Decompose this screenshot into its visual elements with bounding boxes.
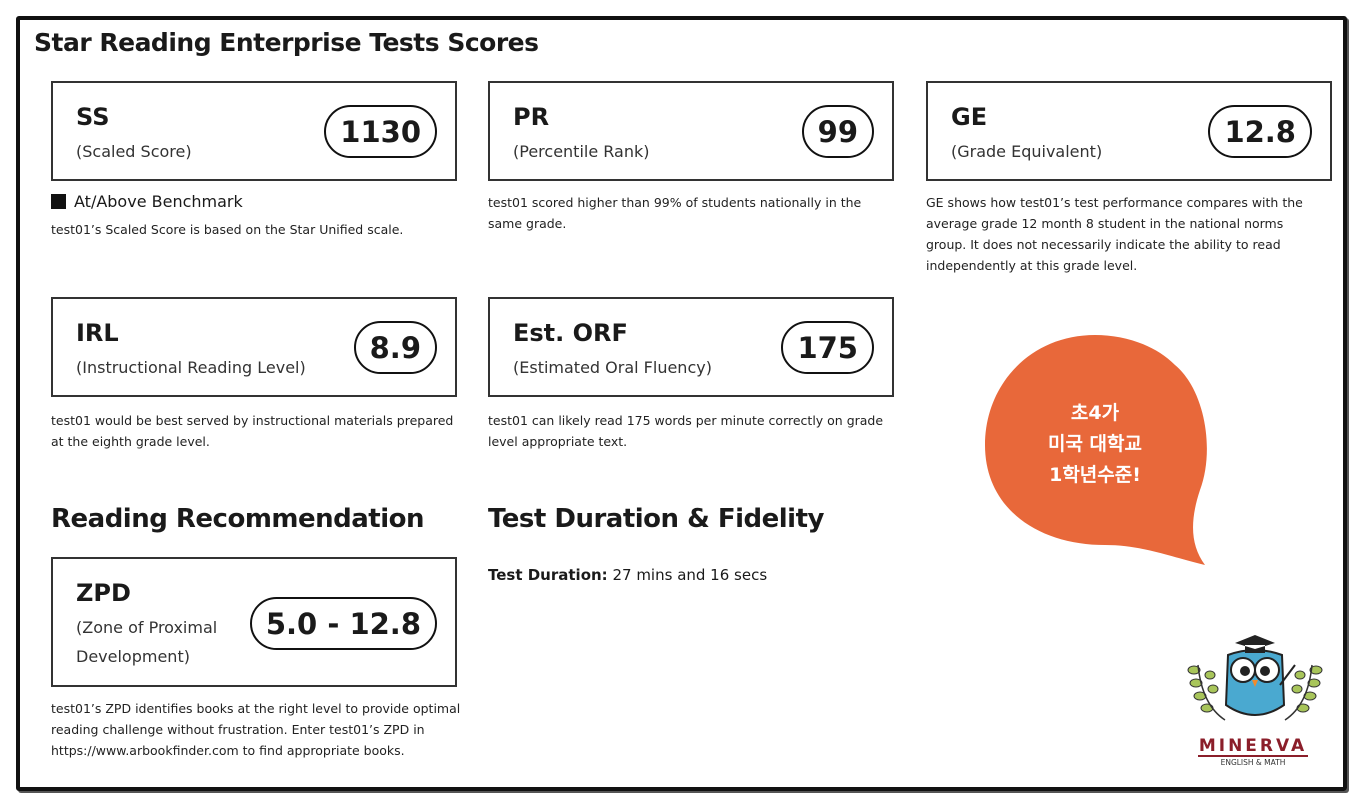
pr-card: PR (Percentile Rank) 99 xyxy=(488,81,894,181)
ge-value: 12.8 xyxy=(1208,105,1312,158)
benchmark-legend: At/Above Benchmark xyxy=(51,192,243,211)
pr-full: (Percentile Rank) xyxy=(513,142,650,161)
speech-bubble-icon xyxy=(985,335,1207,565)
test-duration-value: 27 mins and 16 secs xyxy=(612,566,768,584)
pr-abbr: PR xyxy=(513,103,550,131)
logo-subtitle: ENGLISH & MATH xyxy=(1220,758,1286,767)
bubble-line-2: 미국 대학교 xyxy=(1047,433,1142,455)
bubble-text: 초4가 미국 대학교 1학년수준! xyxy=(1010,398,1180,491)
benchmark-label: At/Above Benchmark xyxy=(74,192,243,211)
ss-abbr: SS xyxy=(76,103,110,131)
minerva-logo: MINERVA ENGLISH & MATH xyxy=(1180,625,1330,775)
ge-abbr: GE xyxy=(951,103,988,131)
logo-name: MINERVA xyxy=(1198,736,1308,757)
zpd-card: ZPD (Zone of Proximal Development) 5.0 -… xyxy=(51,557,457,687)
orf-card: Est. ORF (Estimated Oral Fluency) 175 xyxy=(488,297,894,397)
zpd-value: 5.0 - 12.8 xyxy=(249,597,437,650)
page-frame xyxy=(16,16,1347,791)
irl-card: IRL (Instructional Reading Level) 8.9 xyxy=(51,297,457,397)
test-duration: Test Duration: 27 mins and 16 secs xyxy=(488,566,767,584)
orf-abbr: Est. ORF xyxy=(513,319,628,347)
bubble-line-1: 초4가 xyxy=(1070,402,1120,424)
zpd-desc: test01’s ZPD identifies books at the rig… xyxy=(51,701,461,758)
owl-icon xyxy=(1187,635,1323,721)
ss-value: 1130 xyxy=(324,105,437,158)
zpd-abbr: ZPD xyxy=(76,579,131,607)
test-duration-label: Test Duration: xyxy=(488,566,608,584)
test-duration-heading: Test Duration & Fidelity xyxy=(488,504,824,534)
page-title: Star Reading Enterprise Tests Scores xyxy=(34,28,539,57)
orf-desc: test01 can likely read 175 words per min… xyxy=(488,413,884,449)
zpd-full: (Zone of Proximal Development) xyxy=(76,618,218,666)
irl-full: (Instructional Reading Level) xyxy=(76,358,306,377)
irl-value: 8.9 xyxy=(353,321,437,374)
ge-desc: GE shows how test01’s test performance c… xyxy=(926,195,1303,273)
irl-desc: test01 would be best served by instructi… xyxy=(51,413,454,449)
reading-recommendation-heading: Reading Recommendation xyxy=(51,504,425,534)
pr-desc: test01 scored higher than 99% of student… xyxy=(488,195,862,231)
ss-full: (Scaled Score) xyxy=(76,142,192,161)
ge-card: GE (Grade Equivalent) 12.8 xyxy=(926,81,1332,181)
orf-full: (Estimated Oral Fluency) xyxy=(513,358,712,377)
bubble-line-3: 1학년수준! xyxy=(1049,464,1141,486)
ss-desc: test01’s Scaled Score is based on the St… xyxy=(51,222,404,237)
orf-value: 175 xyxy=(781,321,874,374)
benchmark-square-icon xyxy=(51,194,66,209)
ge-full: (Grade Equivalent) xyxy=(951,142,1103,161)
irl-abbr: IRL xyxy=(76,319,119,347)
ss-card: SS (Scaled Score) 1130 xyxy=(51,81,457,181)
pr-value: 99 xyxy=(801,105,874,158)
